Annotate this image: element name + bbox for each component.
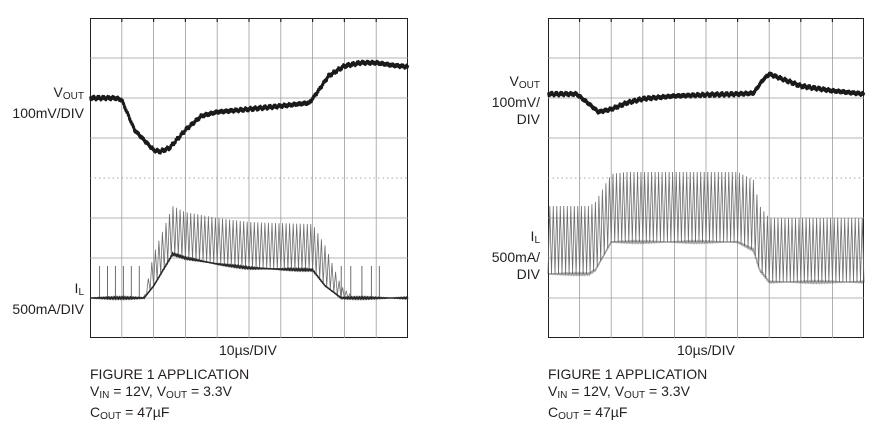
scope-panel-right: VOUT 100mV/ DIV IL 500mA/ DIV 10µs/DIV F…	[462, 0, 882, 437]
caption-voltages: VIN = 12V, VOUT = 3.3V	[548, 383, 690, 401]
x-scale-label: 10µs/DIV	[219, 342, 277, 358]
il-baseline-trace	[548, 239, 865, 285]
x-scale-label: 10µs/DIV	[677, 342, 735, 358]
caption-capacitor: COUT = 47µF	[548, 404, 628, 422]
caption-capacitor: COUT = 47µF	[90, 404, 170, 422]
il-scale-label: IL 500mA/DIV	[12, 280, 84, 317]
scope-screen-right	[547, 18, 866, 338]
caption-title: FIGURE 1 APPLICATION	[548, 366, 708, 382]
scope-screen-left	[89, 18, 410, 338]
figure-caption: FIGURE 1 APPLICATION VIN = 12V, VOUT = 3…	[90, 366, 249, 425]
vout-scale-label: VOUT 100mV/ DIV	[491, 73, 540, 127]
caption-title: FIGURE 1 APPLICATION	[90, 366, 250, 382]
scope-panel-left: VOUT 100mV/DIV IL 500mA/DIV 10µs/DIV FIG…	[0, 0, 420, 437]
vout-scale-label: VOUT 100mV/DIV	[12, 84, 84, 121]
il-baseline-trace	[90, 251, 409, 301]
il-ripple-trace	[547, 171, 865, 283]
caption-voltages: VIN = 12V, VOUT = 3.3V	[90, 383, 232, 401]
vout-trace	[89, 59, 410, 155]
figure-caption: FIGURE 1 APPLICATION VIN = 12V, VOUT = 3…	[548, 366, 707, 425]
vout-trace	[547, 71, 866, 115]
il-scale-label: IL 500mA/ DIV	[491, 228, 540, 282]
